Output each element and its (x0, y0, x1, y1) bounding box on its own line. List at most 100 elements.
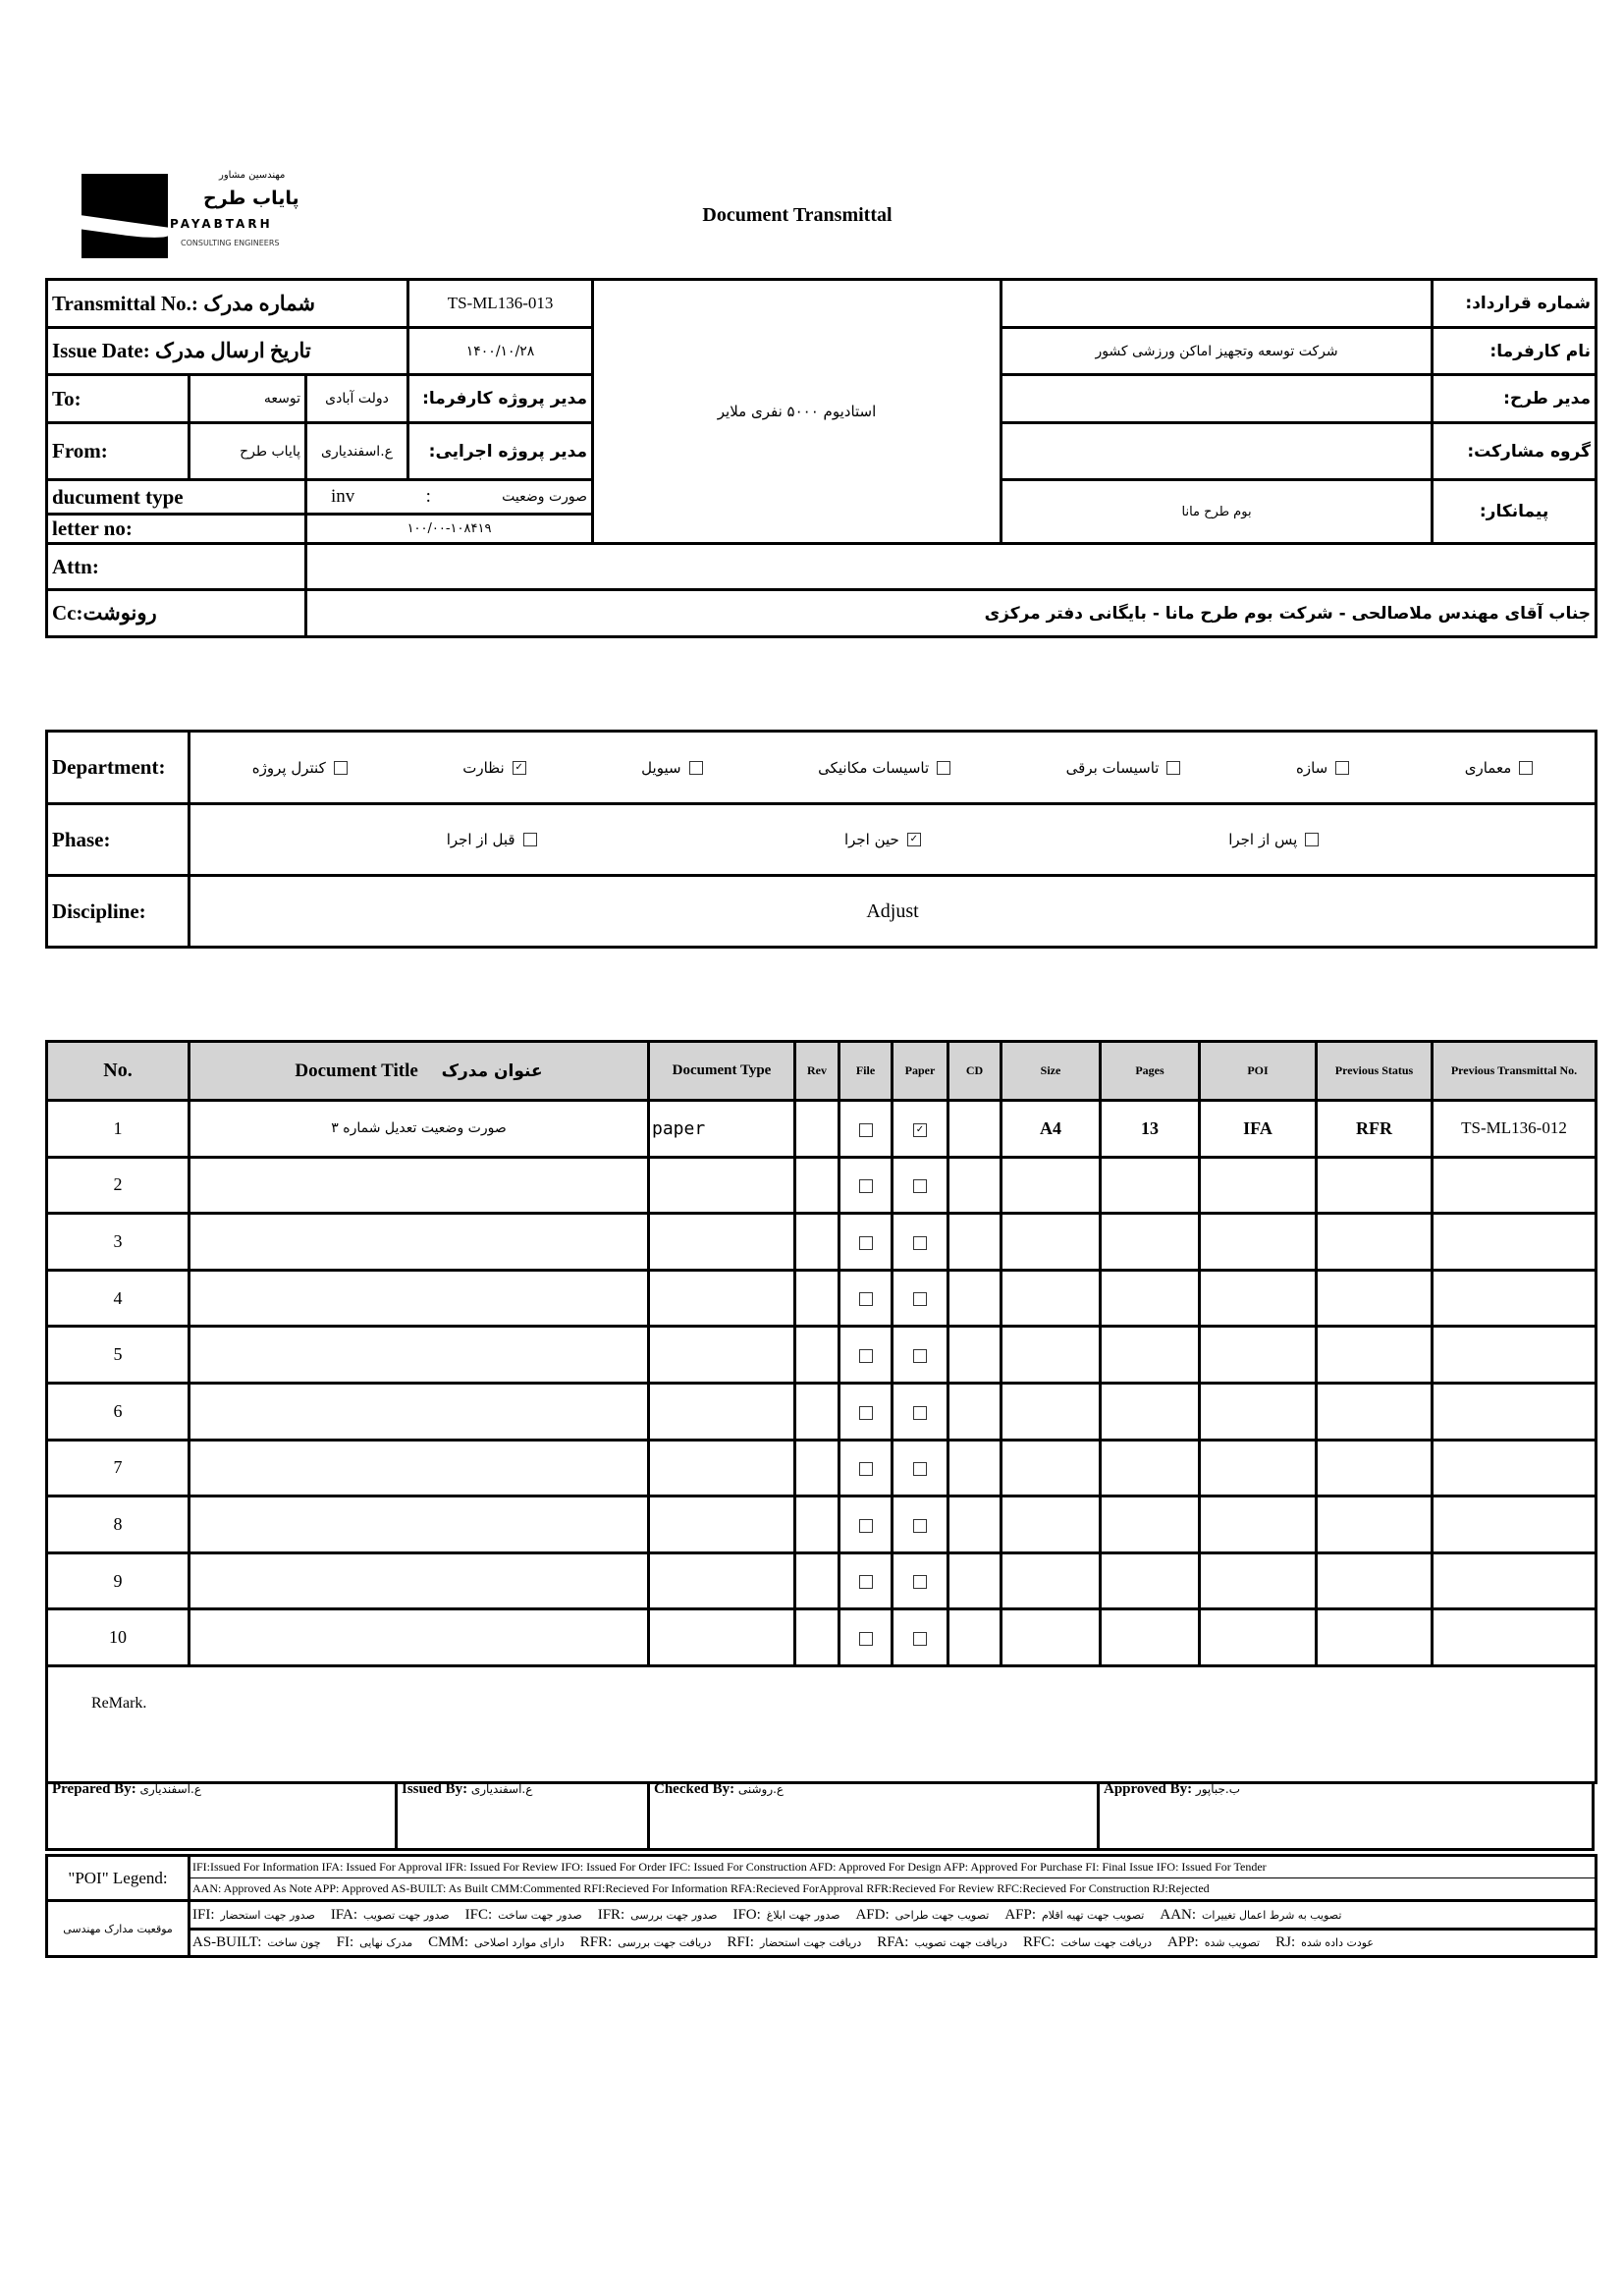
legend-pair: CMM: دارای موارد اصلاحی (428, 1934, 565, 1950)
cell-doc-type (647, 1268, 796, 1329)
department-option[interactable]: معماری (1465, 759, 1534, 777)
table-row: 9 (45, 1551, 1597, 1611)
cell-prev-status (1315, 1325, 1434, 1385)
checkbox-checked-icon[interactable]: ✓ (913, 1122, 927, 1137)
phase-option[interactable]: پس از اجرا (1228, 831, 1320, 848)
checkbox-icon[interactable] (688, 760, 703, 775)
cell-size (1000, 1438, 1102, 1498)
legend-pair: AS-BUILT: چون ساخت (192, 1934, 321, 1950)
cell-title (188, 1381, 650, 1442)
checkbox-icon[interactable] (858, 1122, 873, 1137)
checkbox-icon[interactable] (1305, 833, 1320, 846)
legend-code: CMM: (428, 1934, 469, 1950)
cell-poi (1198, 1495, 1318, 1554)
contractor-label: پیمانکار: (1431, 478, 1598, 545)
checkbox-checked-icon[interactable]: ✓ (512, 760, 526, 775)
checkbox-icon[interactable] (913, 1179, 927, 1194)
checkbox-icon[interactable] (522, 833, 537, 846)
cell-rev (793, 1325, 840, 1385)
phase-option[interactable]: ✓ حین اجرا (844, 831, 921, 848)
checkbox-icon[interactable] (858, 1462, 873, 1477)
cell-no: 2 (45, 1155, 190, 1216)
legend-code: AFP: (1004, 1906, 1036, 1923)
legend-meaning: دریافت جهت بررسی (618, 1936, 712, 1949)
department-option[interactable]: کنترل پروژه (252, 759, 348, 777)
checkbox-icon[interactable] (913, 1632, 927, 1647)
legend-meaning: دریافت جهت تصویب (914, 1936, 1007, 1949)
checkbox-icon[interactable] (1166, 760, 1181, 775)
legend-code: IFR: (597, 1906, 625, 1923)
checkbox-icon[interactable] (858, 1632, 873, 1647)
cell-paper (891, 1268, 949, 1329)
cell-poi (1198, 1381, 1318, 1442)
cell-doc-type (647, 1551, 796, 1611)
checkbox-icon[interactable] (937, 760, 951, 775)
checkbox-icon[interactable] (913, 1575, 927, 1590)
checkbox-checked-icon[interactable]: ✓ (906, 833, 921, 846)
legend-code: FI: (336, 1934, 354, 1950)
department-option[interactable]: تاسیسات برقی (1066, 759, 1181, 777)
transmittal-label: Transmittal No.: شماره مدرک (44, 278, 410, 329)
contract-label: شماره قرارداد: (1431, 278, 1598, 329)
pm-value (1000, 373, 1435, 424)
project-name: استادیوم ۵۰۰۰ نفری ملایر (591, 278, 1003, 545)
cell-prev-status (1315, 1607, 1434, 1667)
checkbox-icon[interactable] (913, 1349, 927, 1364)
checkbox-icon[interactable] (858, 1575, 873, 1590)
cell-prev-status (1315, 1155, 1434, 1216)
cell-file (838, 1381, 893, 1442)
checkbox-icon[interactable] (858, 1405, 873, 1420)
checkbox-icon[interactable] (913, 1292, 927, 1307)
legend-meaning: صدور جهت تصویب (363, 1908, 450, 1922)
cell-prev-transmittal: TS-ML136-012 (1431, 1099, 1597, 1159)
checkbox-icon[interactable] (913, 1235, 927, 1250)
department-option[interactable]: سازه (1296, 759, 1350, 777)
issue-date-label: Issue Date: تاریخ ارسال مدرک (44, 326, 410, 376)
cell-file (838, 1155, 893, 1216)
legend-pair: IFI: صدور جهت استحضار (192, 1907, 315, 1923)
cell-size (1000, 1268, 1102, 1329)
cell-file (838, 1551, 893, 1611)
cell-prev-status (1315, 1438, 1434, 1498)
col-header-no: No. (45, 1040, 190, 1102)
cell-pages (1099, 1381, 1201, 1442)
cell-file (838, 1438, 893, 1498)
cell-cd (947, 1607, 1002, 1667)
cell-size (1000, 1495, 1102, 1554)
logo-mark-icon (81, 174, 168, 258)
checkbox-icon[interactable] (858, 1292, 873, 1307)
checkbox-icon[interactable] (913, 1405, 927, 1420)
cell-prev-status: RFR (1315, 1099, 1434, 1159)
checkbox-icon[interactable] (913, 1518, 927, 1533)
checkbox-icon[interactable] (913, 1462, 927, 1477)
col-header-title: Document Title عنوان مدرک (188, 1040, 650, 1102)
phase-option[interactable]: قبل از اجرا (447, 831, 537, 848)
checkbox-icon[interactable] (858, 1349, 873, 1364)
department-option[interactable]: ✓ نظارت (462, 759, 526, 777)
legend-line: IFI:Issued For Information IFA: Issued F… (188, 1854, 1597, 1878)
checkbox-icon[interactable] (333, 760, 348, 775)
cell-rev (793, 1099, 840, 1159)
issued-by-label: Issued By: (402, 1781, 468, 1797)
cell-paper (891, 1551, 949, 1611)
logo-text: مهندسین مشاور (219, 170, 286, 181)
checkbox-icon[interactable] (858, 1179, 873, 1194)
legend-code: AFD: (855, 1906, 890, 1923)
remarks-area[interactable]: ReMark. (45, 1663, 1597, 1784)
cell-cd (947, 1551, 1002, 1611)
cell-cd (947, 1099, 1002, 1159)
checkbox-icon[interactable] (1519, 760, 1534, 775)
col-header-pages: Pages (1099, 1040, 1201, 1102)
checkbox-icon[interactable] (858, 1235, 873, 1250)
department-option[interactable]: سیویل (641, 759, 703, 777)
checkbox-icon[interactable] (1335, 760, 1350, 775)
department-option[interactable]: تاسیسات مکانیکی (818, 759, 951, 777)
approved-by-label: Approved By: (1104, 1781, 1193, 1797)
table-row: 10 (45, 1607, 1597, 1667)
legend-pair: RFC: دریافت جهت ساخت (1023, 1934, 1152, 1950)
cell-cd (947, 1268, 1002, 1329)
checkbox-icon[interactable] (858, 1518, 873, 1533)
table-row: 5 (45, 1325, 1597, 1385)
cell-file (838, 1325, 893, 1385)
group-label: گروه مشارکت: (1431, 421, 1598, 481)
